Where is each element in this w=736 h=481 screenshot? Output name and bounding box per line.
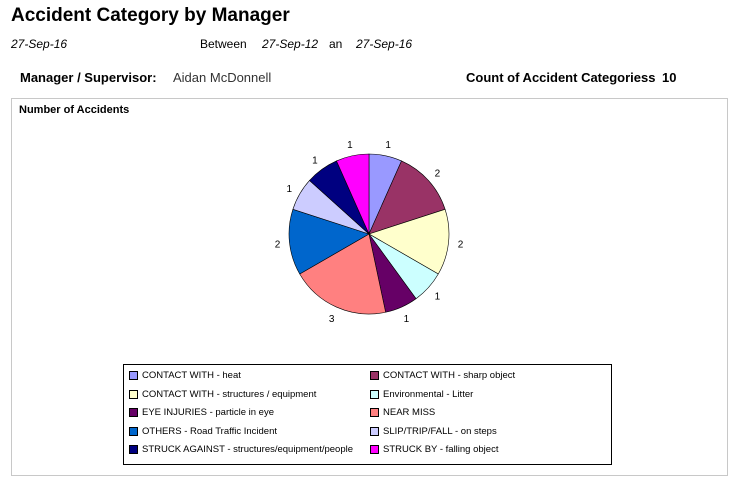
count-label: Count of Accident Categoriess <box>466 70 656 85</box>
chart-frame <box>11 98 728 476</box>
slice-value-label: 1 <box>312 156 318 167</box>
pie-slice-1 <box>368 160 446 235</box>
legend-item: EYE INJURIES - particle in eye <box>129 407 274 418</box>
legend-item: OTHERS - Road Traffic Incident <box>129 426 277 437</box>
legend-label: STRUCK AGAINST - structures/equipment/pe… <box>142 444 354 455</box>
slice-value-label: 2 <box>435 168 441 179</box>
legend-item: STRUCK AGAINST - structures/equipment/pe… <box>129 444 353 455</box>
legend-item: STRUCK BY - falling object <box>370 444 498 455</box>
legend-swatch <box>370 426 379 436</box>
and-label: an <box>329 37 343 51</box>
pie-slice-9 <box>336 153 370 235</box>
slice-value-label: 1 <box>404 314 410 325</box>
legend-label: CONTACT WITH - heat <box>142 370 241 381</box>
legend-swatch <box>129 445 138 454</box>
legend-label: Environmental - Litter <box>383 388 474 400</box>
slice-value-label: 2 <box>458 240 464 251</box>
slice-value-label: 1 <box>287 184 293 195</box>
between-label: Between <box>200 37 247 51</box>
legend-swatch <box>129 426 138 436</box>
legend-item: Environmental - Litter <box>370 389 473 400</box>
slice-value-label: 1 <box>435 292 441 303</box>
legend-swatch <box>370 408 379 417</box>
legend-label: EYE INJURIES - particle in eye <box>142 407 274 418</box>
legend-label: SLIP/TRIP/FALL - on steps <box>383 425 497 437</box>
legend-item: SLIP/TRIP/FALL - on steps <box>370 426 497 437</box>
legend-swatch <box>370 371 379 380</box>
legend-label: NEAR MISS <box>383 407 436 418</box>
chart-title: Number of Accidents <box>19 104 130 116</box>
legend-item: CONTACT WITH - structures / equipment <box>129 389 316 400</box>
legend-label: OTHERS - Road Traffic Incident <box>142 425 277 437</box>
report-date: 27-Sep-16 <box>11 37 68 51</box>
legend-swatch <box>370 389 379 399</box>
to-date: 27-Sep-16 <box>356 37 413 51</box>
legend-item: CONTACT WITH - heat <box>129 370 241 381</box>
legend-label: CONTACT WITH - structures / equipment <box>142 388 317 400</box>
legend-swatch <box>129 371 138 380</box>
manager-name: Aidan McDonnell <box>173 70 272 85</box>
slice-value-label: 2 <box>275 240 281 251</box>
legend-label: STRUCK BY - falling object <box>383 444 499 455</box>
legend-swatch <box>129 389 138 399</box>
legend-item: NEAR MISS <box>370 407 435 418</box>
legend-swatch <box>129 408 138 417</box>
pie-slice-2 <box>368 208 450 275</box>
count-value: 10 <box>662 70 677 85</box>
legend-item: CONTACT WITH - sharp object <box>370 370 515 381</box>
chart-legend: CONTACT WITH - heat CONTACT WITH - sharp … <box>123 364 612 465</box>
pie-slice-5 <box>299 233 386 315</box>
slice-value-label: 3 <box>329 314 335 325</box>
pie-slice-6 <box>288 208 370 275</box>
legend-swatch <box>370 445 379 454</box>
slice-value-label: 1 <box>347 140 353 151</box>
from-date: 27-Sep-12 <box>262 37 319 51</box>
manager-label: Manager / Supervisor: <box>20 70 157 85</box>
slice-value-label: 1 <box>385 140 391 151</box>
report-title: Accident Category by Manager <box>11 5 290 26</box>
legend-label: CONTACT WITH - sharp object <box>383 370 516 381</box>
